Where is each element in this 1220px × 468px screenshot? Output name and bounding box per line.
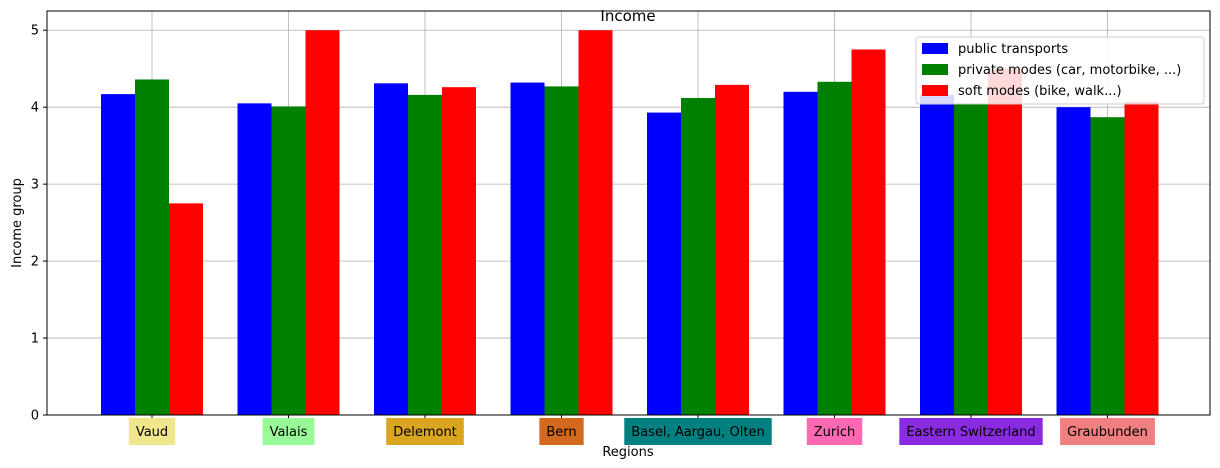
bar (305, 30, 340, 415)
bar (817, 81, 852, 415)
plot-frame (46, 10, 1211, 416)
y-tick-label: 5 (31, 24, 39, 39)
bar (169, 203, 203, 415)
x-tick-label-box (128, 418, 176, 445)
x-tick-label: Eastern Switzerland (906, 425, 1035, 440)
bar (544, 86, 579, 415)
x-tick-label-box (624, 418, 772, 445)
bar (1090, 117, 1125, 416)
bar (1124, 101, 1159, 416)
x-axis-label: Regions (602, 445, 654, 460)
bar (647, 112, 681, 415)
bar (271, 106, 306, 415)
x-tick-label-box (539, 418, 584, 445)
bar (988, 68, 1022, 415)
legend-swatch (922, 64, 948, 75)
bar (578, 30, 613, 415)
legend-frame (915, 36, 1205, 105)
y-axis-label: Income group (10, 178, 25, 268)
bar (920, 94, 954, 415)
x-tick-label: Bern (546, 425, 576, 440)
bar (1056, 107, 1091, 415)
x-tick-label: Valais (270, 425, 308, 440)
bar (715, 84, 749, 416)
bar (374, 83, 408, 415)
bar (510, 82, 545, 416)
x-tick-label-group: Delemont (386, 418, 464, 445)
y-tick-label: 0 (31, 409, 39, 424)
x-tick-label-group: Eastern Switzerland (899, 418, 1043, 445)
legend-swatch (922, 85, 948, 96)
y-ticks: 0 1 2 3 4 5 (31, 24, 47, 424)
bar (408, 94, 442, 415)
x-tick-label-group: Graubunden (1060, 418, 1155, 445)
x-tick-label-box (899, 418, 1043, 445)
legend-label: soft modes (bike, walk...) (958, 84, 1122, 99)
x-tick-label: Vaud (136, 425, 168, 440)
legend: public transports private modes (car, mot… (915, 36, 1205, 105)
x-tick-label-group: Basel, Aargau, Olten (624, 418, 772, 445)
x-tick-label: Basel, Aargau, Olten (631, 425, 764, 440)
x-tick-label-box (262, 418, 315, 445)
y-tick-label: 4 (31, 101, 39, 116)
legend-label: public transports (958, 42, 1068, 57)
x-tick-label: Zurich (814, 425, 856, 440)
x-tick-label-box (386, 418, 464, 445)
x-tick-label-group: Vaud (128, 418, 176, 445)
bar (851, 49, 886, 415)
bar (783, 91, 818, 416)
chart-title: Income (600, 7, 655, 25)
x-tick-labels: Vaud Valais Delemont Bern Basel, Aargau, Olt… (128, 415, 1155, 445)
bar (442, 87, 476, 415)
x-tick-label-box (806, 418, 863, 445)
bar (681, 97, 715, 416)
x-tick-label-box (1060, 418, 1155, 445)
legend-label: private modes (car, motorbike, ...) (958, 63, 1181, 78)
x-tick-label: Delemont (393, 425, 457, 440)
bar (954, 104, 988, 416)
bar (101, 94, 135, 415)
x-tick-label-group: Bern (539, 418, 584, 445)
y-tick-label: 3 (31, 178, 39, 193)
y-tick-label: 1 (31, 332, 39, 347)
x-tick-label-group: Zurich (806, 418, 863, 445)
bar (237, 103, 272, 415)
bar (135, 79, 169, 416)
y-tick-label: 2 (31, 255, 39, 270)
x-tick-label-group: Valais (262, 418, 315, 445)
x-tick-label: Graubunden (1067, 425, 1148, 440)
bars (101, 30, 1159, 416)
legend-swatch (922, 43, 948, 54)
